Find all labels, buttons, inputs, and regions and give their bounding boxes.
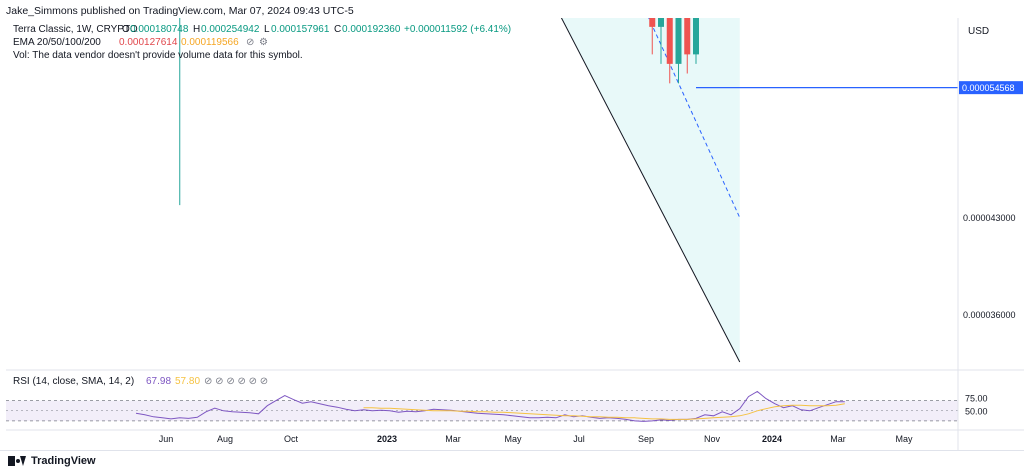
publisher-line: Jake_Simmons published on TradingView.co… [6, 5, 354, 17]
price-axis: USD0.0000430000.000036000LUNCUSD0.000192… [6, 18, 1024, 450]
legend-change: +0.000011592 (+6.41%) [404, 24, 511, 35]
legend-c-label: C [334, 24, 341, 35]
candle-body [675, 18, 682, 64]
time-tick-label: May [895, 434, 913, 444]
channel-layer [551, 0, 741, 363]
candle-body [649, 0, 656, 27]
level-label: 0.000054568 [962, 83, 1015, 93]
ema-value-2: 0.000119566 [181, 37, 239, 48]
rsi-value: 67.98 [146, 376, 171, 387]
price-tick-label: 0.000043000 [963, 213, 1016, 223]
tradingview-logo-icon [8, 456, 26, 466]
rsi-sma-line [363, 403, 845, 420]
candles [135, 0, 846, 206]
legend-gear-icon[interactable]: ⚙ [259, 37, 268, 48]
time-tick-label: Oct [284, 434, 299, 444]
channel-lower-line [551, 0, 741, 363]
rsi-line [135, 390, 845, 422]
time-tick-label: Aug [217, 434, 233, 444]
time-tick-label: May [504, 434, 522, 444]
rsi-icons[interactable]: ⊘ ⊘ ⊘ ⊘ ⊘ ⊘ [204, 376, 268, 387]
time-tick-label: Sep [638, 434, 654, 444]
time-tick-label: 2024 [762, 434, 782, 444]
legend-o-value: 0.000180748 [130, 24, 189, 35]
chart-area[interactable]: 0.0002747750.0001276830.0000869170.00006… [0, 0, 1024, 450]
level-label-bg [959, 81, 1023, 95]
ema-value-1: 0.000127614 [119, 37, 178, 48]
footer-bar: TradingView [0, 450, 1024, 473]
legend-symbol: Terra Classic, 1W, CRYPTO [13, 24, 138, 35]
time-tick-label: Jun [159, 434, 174, 444]
time-tick-label: Mar [445, 434, 461, 444]
price-chart-svg[interactable]: 0.0002747750.0001276830.0000869170.00006… [0, 0, 1024, 450]
time-tick-label: Nov [704, 434, 721, 444]
rsi-tick-label: 50.00 [965, 406, 988, 416]
horizontal-levels: 0.0002747750.0001276830.0000869170.00006… [696, 81, 1023, 95]
tradingview-logo[interactable]: TradingView [8, 455, 96, 467]
legend-c-value: 0.000192360 [342, 24, 401, 35]
rsi-label: RSI (14, close, SMA, 14, 2) [13, 376, 134, 387]
volume-note: Vol: The data vendor doesn't provide vol… [13, 50, 303, 61]
rsi-pane [6, 390, 958, 422]
legend-l-label: L [264, 24, 270, 35]
legend-eye-icon[interactable]: ⊘ [246, 37, 254, 48]
ema-label: EMA 20/50/100/200 [13, 37, 101, 48]
rsi-tick-label: 75.00 [965, 394, 988, 404]
legend-l-value: 0.000157961 [271, 24, 330, 35]
legend-h-value: 0.000254942 [201, 24, 260, 35]
legend-o-label: O [122, 24, 130, 35]
footer-brand: TradingView [31, 455, 96, 467]
candle-body [693, 0, 699, 55]
time-axis: Jun Aug Oct 2023 Mar May Jul Sep Nov 2024 Mar May [159, 434, 913, 444]
time-tick-label: Mar [830, 434, 846, 444]
price-axis-currency: USD [968, 26, 989, 37]
legend: Terra Classic, 1W, CRYPTO O 0.000180748 … [13, 24, 511, 387]
candle-body [658, 0, 664, 27]
candle-body [684, 18, 691, 55]
rsi-sma-value: 57.80 [175, 376, 200, 387]
legend-h-label: H [193, 24, 200, 35]
time-tick-label: 2023 [377, 434, 397, 444]
price-tick-label: 0.000036000 [963, 310, 1016, 320]
candle-body [666, 0, 673, 64]
time-tick-label: Jul [573, 434, 585, 444]
